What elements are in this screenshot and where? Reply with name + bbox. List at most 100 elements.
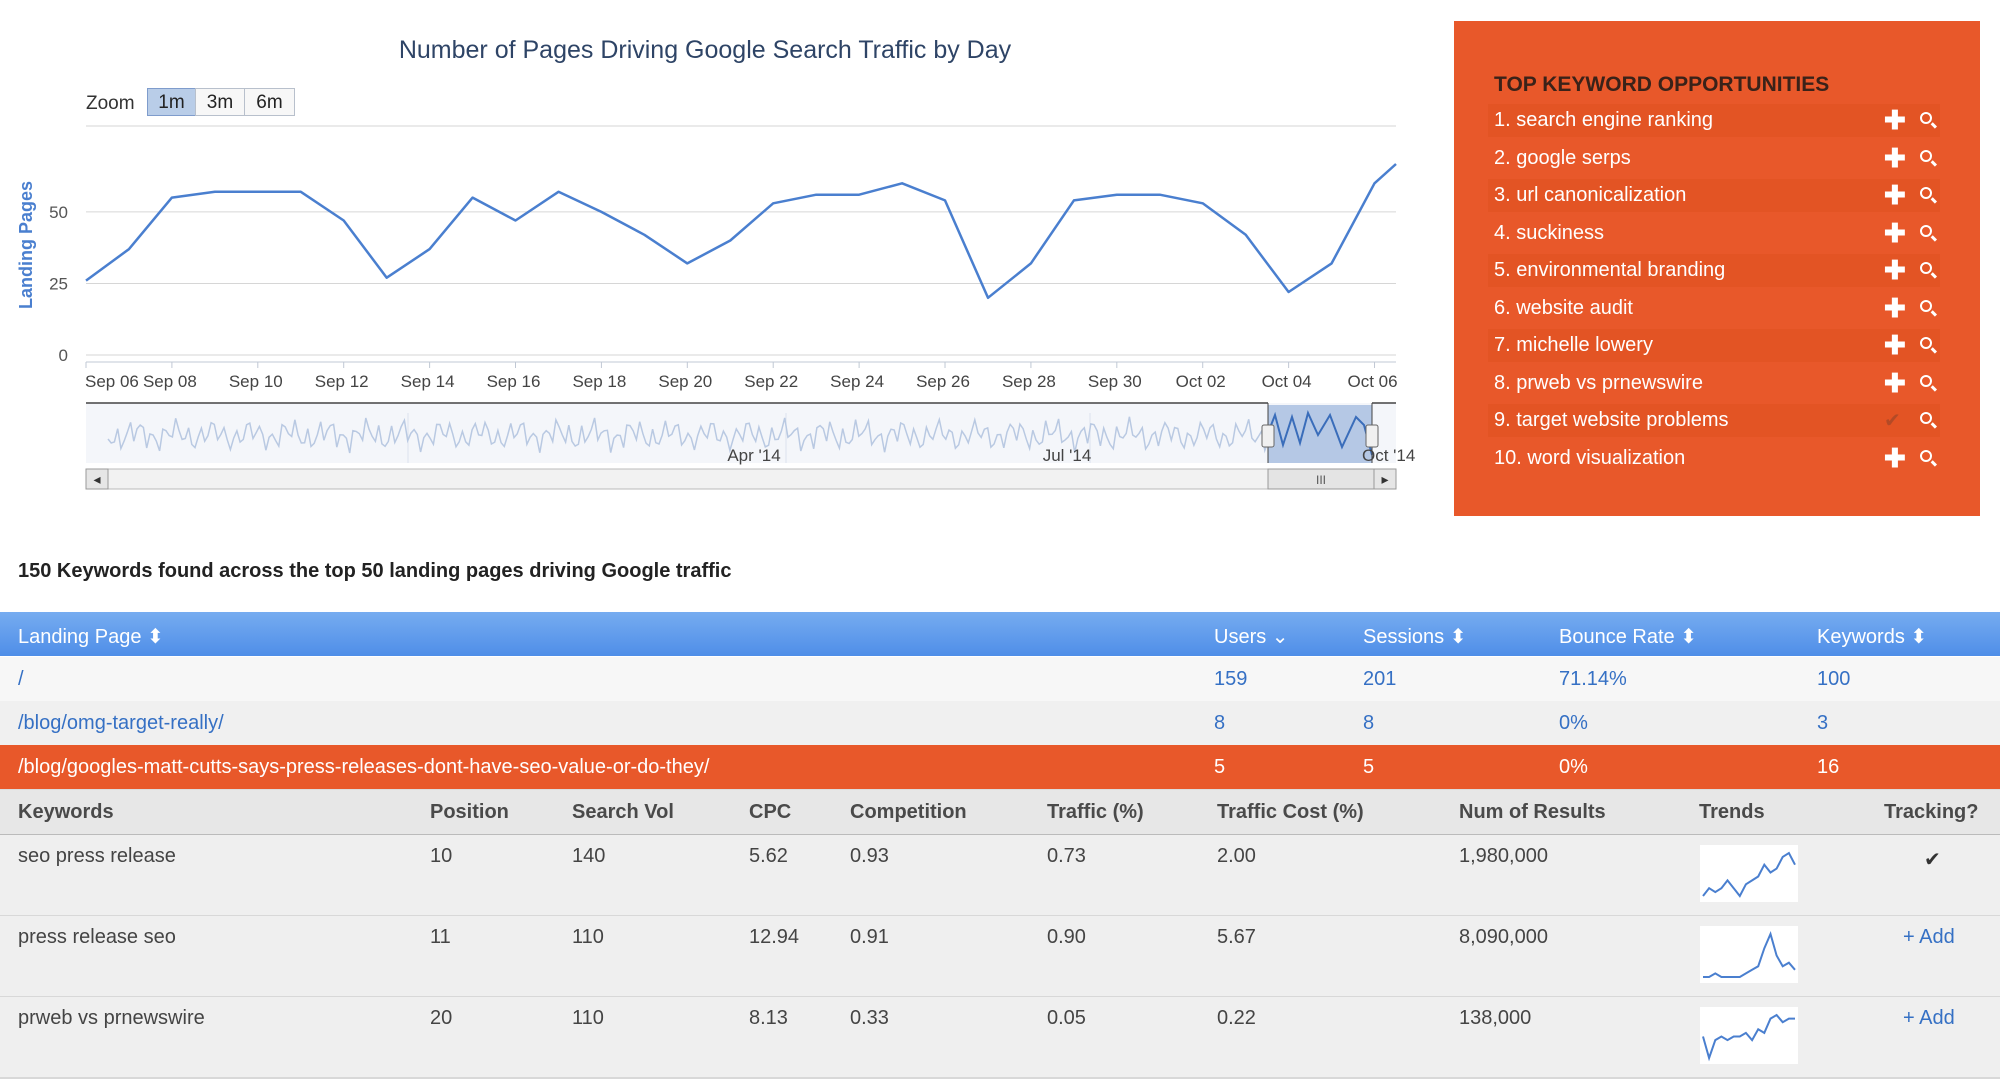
add-tracking-button[interactable]: + Add <box>1903 1007 1955 1029</box>
results-column-header[interactable]: Num of Results <box>1459 801 1606 823</box>
landing-page-row[interactable]: /blog/omg-target-really/8 8 0% 3 <box>0 701 2000 746</box>
header-label: Bounce Rate <box>1559 626 1675 648</box>
x-tick-label: Sep 26 <box>916 372 970 391</box>
zoom-6m-button[interactable]: 6m <box>244 88 295 116</box>
plus-icon[interactable]: ✚ <box>1884 142 1906 173</box>
landing-page-users-cell[interactable]: 5 <box>1214 756 1226 778</box>
tracking-column-header: Tracking? <box>1884 801 1979 823</box>
y-axis-label: Landing Pages <box>16 181 36 309</box>
search-icon[interactable] <box>1920 374 1932 387</box>
traffic-cost-column-header[interactable]: Traffic Cost (%) <box>1217 801 1364 823</box>
add-tracking-button[interactable]: + Add <box>1903 926 1955 948</box>
keyword-volume-cell: 140 <box>572 845 606 867</box>
landing-page-users-cell[interactable]: 8 <box>1214 712 1226 734</box>
search-icon[interactable] <box>1920 224 1932 237</box>
search-icon[interactable] <box>1920 337 1932 349</box>
landing-page-users-cell[interactable]: 159 <box>1214 668 1248 690</box>
keyword-row: press release seo 11 110 12.94 0.91 0.90 5.67 8… <box>0 916 2000 998</box>
search-icon[interactable] <box>1920 262 1932 274</box>
keyword-cost-cell: 2.00 <box>1217 845 1256 867</box>
navigator-right-handle[interactable] <box>1365 424 1379 448</box>
zoom-3m-button[interactable]: 3m <box>195 88 245 116</box>
keyword-cpc-cell: 12.94 <box>749 926 800 948</box>
plus-icon[interactable]: ✚ <box>1884 292 1906 323</box>
landing-page-row[interactable]: /blog/googles-matt-cutts-says-press-rele… <box>0 745 2000 790</box>
keyword-cost-cell: 5.67 <box>1217 926 1256 948</box>
chart-title: Number of Pages Driving Google Search Tr… <box>398 36 1012 64</box>
cpc-column-header[interactable]: CPC <box>749 801 792 823</box>
plus-icon[interactable]: ✚ <box>1884 367 1906 398</box>
keyword-opportunity-item[interactable]: 10. word visualization ✚ <box>1488 442 1940 475</box>
landing-page-bounce-cell[interactable]: 0% <box>1559 712 1588 734</box>
competition-column-header[interactable]: Competition <box>850 801 967 823</box>
y-tick-label: 0 <box>59 346 68 365</box>
search-icon[interactable] <box>1920 149 1932 162</box>
keyword-opportunity-item[interactable]: 7. michelle lowery ✚ <box>1488 329 1940 362</box>
trend-line <box>1703 931 1796 978</box>
keyword-opportunity-item[interactable]: 9. target website problems ✔ <box>1488 404 1940 437</box>
landing-page-keywords-cell[interactable]: 16 <box>1817 756 1840 778</box>
keyword-opportunity-item[interactable]: 1. search engine ranking ✚ <box>1488 104 1940 137</box>
plus-icon[interactable]: ✚ <box>1884 180 1906 210</box>
keyword-opportunity-item[interactable]: 2. google serps ✚ <box>1488 142 1940 175</box>
landing-page-column-header[interactable]: Landing Page ⬍ <box>18 624 164 649</box>
navigator-label: Jul '14 <box>1043 446 1092 465</box>
landing-page-bounce-cell[interactable]: 71.14% <box>1559 668 1627 690</box>
search-icon[interactable] <box>1920 412 1932 424</box>
keyword-opportunity-label: 3. url canonicalization <box>1494 184 1687 206</box>
sessions-column-header[interactable]: Sessions ⬍ <box>1363 624 1466 649</box>
keyword-traffic-cell: 0.90 <box>1047 926 1086 948</box>
header-label: Landing Page <box>18 626 142 648</box>
navigator-series <box>107 416 1269 454</box>
navigator-label: Apr '14 <box>727 446 780 465</box>
search-icon[interactable] <box>1920 112 1932 124</box>
landing-page-page-cell[interactable]: / <box>18 668 24 690</box>
search-icon[interactable] <box>1920 187 1932 199</box>
keyword-opportunity-item[interactable]: 6. website audit ✚ <box>1488 292 1940 325</box>
search-volume-column-header[interactable]: Search Vol <box>572 801 674 823</box>
landing-page-keywords-cell[interactable]: 100 <box>1817 668 1851 690</box>
search-icon[interactable] <box>1920 449 1932 462</box>
keyword-traffic-cell: 0.73 <box>1047 845 1086 867</box>
landing-page-bounce-cell[interactable]: 0% <box>1559 756 1588 778</box>
position-column-header[interactable]: Position <box>430 801 509 823</box>
zoom-1m-button[interactable]: 1m <box>147 88 196 116</box>
navigator-scrollbar[interactable] <box>85 468 1397 490</box>
keyword-opportunity-label: 1. search engine ranking <box>1494 109 1714 131</box>
plus-icon[interactable]: ✚ <box>1884 442 1906 473</box>
traffic-column-header[interactable]: Traffic (%) <box>1047 801 1144 823</box>
users-column-header[interactable]: Users ⌄ <box>1214 624 1289 649</box>
plus-icon[interactable]: ✚ <box>1884 217 1906 248</box>
landing-page-sessions-cell[interactable]: 8 <box>1363 712 1375 734</box>
keyword-opportunity-item[interactable]: 3. url canonicalization ✚ <box>1488 179 1940 212</box>
landing-page-sessions-cell[interactable]: 201 <box>1363 668 1397 690</box>
landing-page-row[interactable]: / 159 201 71.14% 100 <box>0 657 2000 702</box>
chevron-right-icon: ▸ <box>1381 471 1388 487</box>
trends-column-header: Trends <box>1699 801 1765 823</box>
check-icon: ✔ <box>1884 410 1901 432</box>
plus-icon[interactable]: ✚ <box>1884 330 1906 360</box>
landing-page-sessions-cell[interactable]: 5 <box>1363 756 1375 778</box>
bounce-rate-column-header[interactable]: Bounce Rate ⬍ <box>1559 624 1697 649</box>
keyword-traffic-cell: 0.05 <box>1047 1007 1086 1029</box>
range-navigator[interactable]: Apr '14 Jul '14 Oct '14 ◂ III ▸ <box>0 395 1420 495</box>
keywords-column-header[interactable]: Keywords <box>18 801 114 823</box>
keyword-opportunity-item[interactable]: 8. prweb vs prnewswire ✚ <box>1488 367 1940 400</box>
navigator-selection[interactable] <box>1268 405 1372 463</box>
keywords-column-header[interactable]: Keywords ⬍ <box>1817 624 1927 649</box>
navigator-left-handle[interactable] <box>1261 424 1275 448</box>
plus-icon[interactable]: ✚ <box>1884 105 1906 135</box>
search-icon[interactable] <box>1920 299 1932 312</box>
landing-page-page-cell[interactable]: /blog/omg-target-really/ <box>18 712 224 734</box>
landing-page-keywords-cell[interactable]: 3 <box>1817 712 1829 734</box>
keyword-results-cell: 1,980,000 <box>1459 845 1548 867</box>
sort-icon: ⬍ <box>1449 626 1467 648</box>
plus-icon[interactable]: ✚ <box>1884 255 1906 285</box>
landing-page-page-cell[interactable]: /blog/googles-matt-cutts-says-press-rele… <box>18 756 710 778</box>
keyword-opportunity-label: 7. michelle lowery <box>1494 334 1653 356</box>
keyword-opportunity-item[interactable]: 5. environmental branding ✚ <box>1488 254 1940 287</box>
scroll-right-button[interactable] <box>1373 468 1397 490</box>
scroll-left-button[interactable] <box>85 468 109 490</box>
y-tick-label: 25 <box>49 274 68 293</box>
keyword-opportunity-item[interactable]: 4. suckiness ✚ <box>1488 217 1940 250</box>
